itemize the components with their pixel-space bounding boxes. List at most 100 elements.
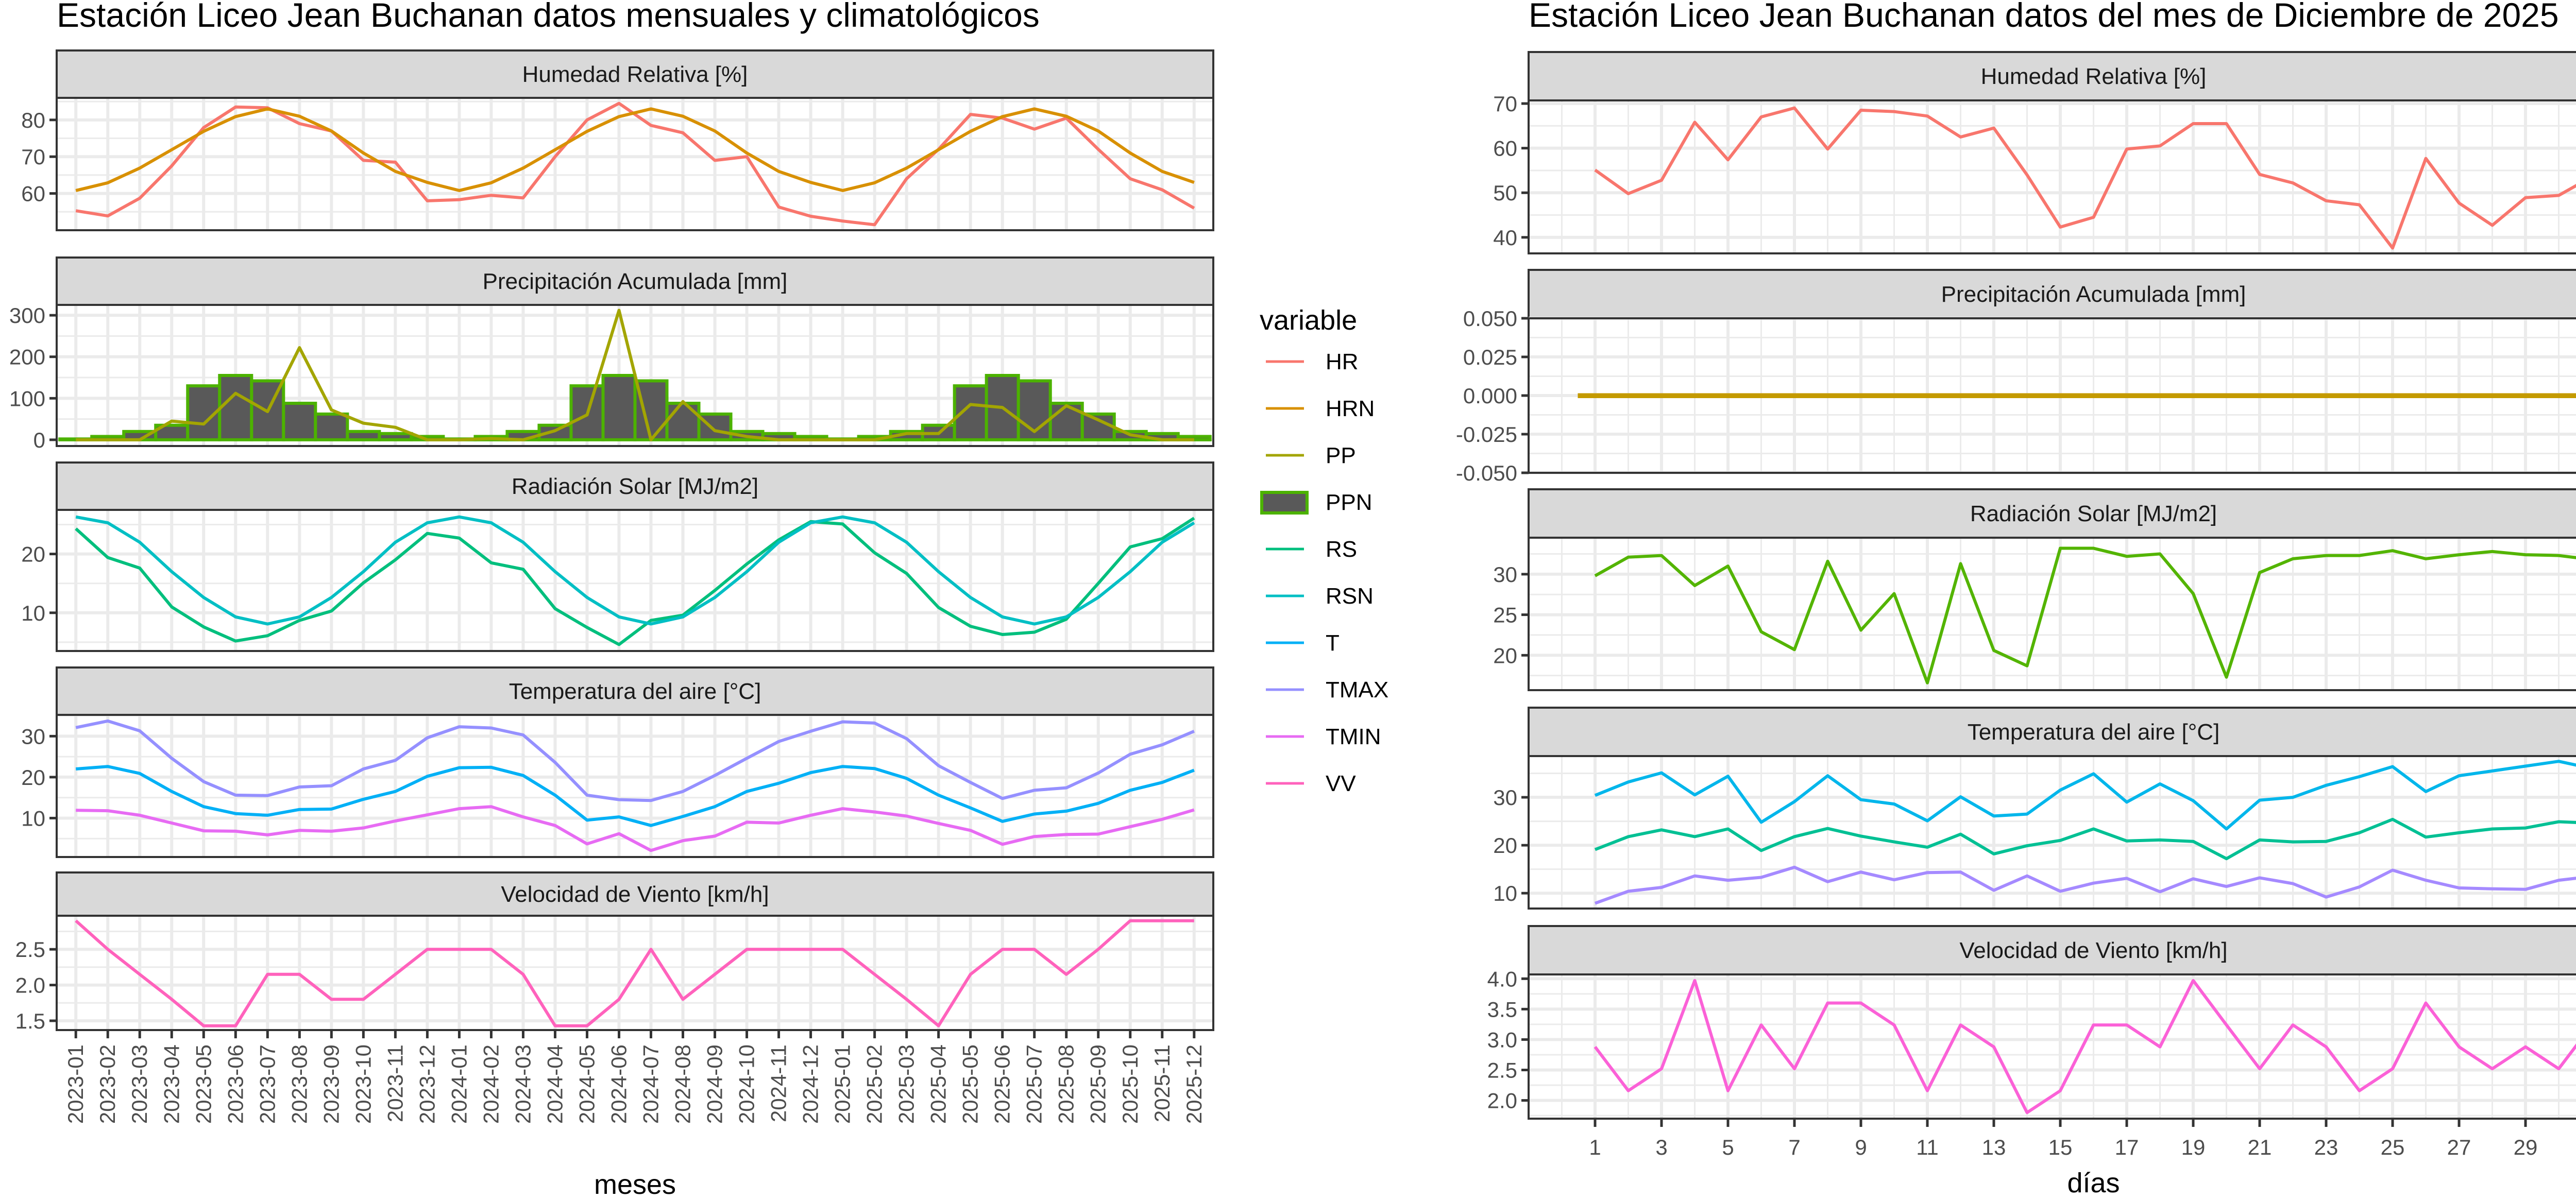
x-tick-label: 17 — [2115, 1135, 2139, 1159]
x-tick-label: 2023-04 — [159, 1044, 183, 1124]
y-tick-label: 20 — [1493, 643, 1517, 667]
x-tick-label: 2024-12 — [799, 1044, 823, 1124]
strip-background — [56, 256, 1214, 306]
x-tick-label: 2025-04 — [926, 1044, 951, 1124]
x-tick-label: 2023-10 — [351, 1044, 375, 1124]
legend-title: variable — [1260, 305, 1357, 336]
x-tick-label: 11 — [1916, 1135, 1939, 1159]
bar-ppn — [1048, 401, 1084, 441]
bar-ppn — [314, 412, 349, 441]
panel-radiaci-n-solar-mj-m2: Radiación Solar [MJ/m2] 20 25 30 — [1493, 488, 2576, 691]
x-tick-label: 2023-01 — [63, 1044, 88, 1124]
x-tick-label: 27 — [2447, 1135, 2471, 1159]
legend-label-rs: RS — [1326, 537, 1357, 562]
bar-ppn — [378, 432, 413, 441]
panel-humedad-relativa: Humedad Relativa [%] 40 50 60 70 — [1493, 51, 2576, 254]
legend: variable HR HRN PP PPN RS RSN T TMAX TMIN VV — [1260, 305, 1388, 796]
y-tick-label: 30 — [21, 724, 45, 748]
x-tick-label: 2023-07 — [255, 1044, 279, 1124]
y-tick-label: 2.0 — [15, 973, 45, 998]
series-line-vv — [75, 919, 1194, 1027]
x-tick-label: 2023-06 — [223, 1044, 247, 1124]
y-tick-label: 1.5 — [15, 1009, 45, 1033]
x-tick-label: 2024-09 — [703, 1044, 727, 1124]
panel-temperatura-del-aire-c: Temperatura del aire [°C] 10 20 30 — [21, 666, 1214, 858]
series-line-tmax — [1594, 760, 2576, 831]
x-tick-label: 2025-10 — [1118, 1044, 1142, 1124]
plot-background — [1529, 756, 2576, 909]
y-tick-label: 80 — [21, 108, 45, 132]
y-tick-label: 100 — [9, 386, 45, 410]
y-tick-label: 0.000 — [1463, 384, 1517, 408]
panel-border — [56, 915, 1214, 1031]
x-tick-label: 2025-05 — [958, 1044, 982, 1124]
x-tick-label: 1 — [1589, 1135, 1601, 1159]
x-tick-label: 2024-05 — [574, 1044, 599, 1124]
strip-label: Velocidad de Viento [km/h] — [501, 882, 769, 907]
panel-temperatura-del-aire-c: Temperatura del aire [°C] 10 20 30 — [1493, 707, 2576, 910]
x-tick-label: 2025-11 — [1150, 1044, 1174, 1122]
panel-precipitaci-n-acumulada-mm: Precipitación Acumulada [mm] 0 100 200 300 — [9, 256, 1214, 452]
strip-label: Precipitación Acumulada [mm] — [1941, 282, 2246, 307]
x-tick-label: 21 — [2248, 1135, 2272, 1159]
panel-border — [56, 97, 1214, 231]
strip-label: Temperatura del aire [°C] — [509, 679, 761, 704]
legend-key-ppn — [1260, 491, 1309, 515]
x-tick-label: 2024-10 — [735, 1044, 759, 1124]
x-tick-label: 25 — [2381, 1135, 2405, 1159]
x-tick-label: 2023-09 — [319, 1044, 343, 1124]
strip-background — [56, 461, 1214, 511]
legend-label-vv: VV — [1326, 771, 1356, 796]
x-tick-label: 2025-08 — [1054, 1044, 1078, 1124]
x-tick-label: 2024-07 — [639, 1044, 663, 1124]
bar-ppn — [665, 401, 701, 441]
x-tick-label: 7 — [1788, 1135, 1800, 1159]
legend-label-hr: HR — [1326, 349, 1359, 374]
right-chart-title: Estación Liceo Jean Buchanan datos del m… — [1529, 0, 2559, 34]
panel-humedad-relativa: Humedad Relativa [%] 60 70 80 — [21, 49, 1214, 231]
daily-chart: Humedad Relativa [%] 40 50 60 70 Precipitació… — [1456, 51, 2576, 1198]
x-tick-label: 19 — [2181, 1135, 2206, 1159]
panel-border — [1528, 973, 2576, 1120]
legend-label-rsn: RSN — [1326, 584, 1374, 609]
series-line-rsn — [75, 515, 1195, 626]
x-tick-label: 9 — [1855, 1135, 1867, 1159]
series-line-tmin — [1594, 865, 2576, 905]
y-tick-label: 30 — [1493, 562, 1517, 587]
strip-label: Radiación Solar [MJ/m2] — [1970, 501, 2217, 526]
x-tick-label: 2023-12 — [415, 1044, 439, 1124]
x-tick-label: 2024-01 — [447, 1044, 471, 1124]
x-tick-label: 2024-04 — [543, 1044, 567, 1124]
y-tick-label: 40 — [1493, 226, 1517, 250]
strip-label: Radiación Solar [MJ/m2] — [512, 474, 758, 499]
panel-border — [56, 509, 1214, 652]
strip-background — [56, 666, 1214, 716]
y-tick-label: -0.025 — [1456, 422, 1517, 447]
x-tick-label: 29 — [2514, 1135, 2538, 1159]
x-tick-label: 2025-03 — [894, 1044, 919, 1124]
y-tick-label: 60 — [1493, 136, 1517, 161]
x-tick-label: 2025-01 — [831, 1044, 855, 1124]
x-tick-label: 2023-11 — [383, 1044, 407, 1122]
strip-background — [1528, 707, 2576, 757]
y-tick-label: 10 — [21, 601, 45, 625]
x-tick-label: 3 — [1655, 1135, 1667, 1159]
legend-label-pp: PP — [1326, 443, 1356, 468]
x-tick-label: 2025-12 — [1182, 1044, 1206, 1124]
y-tick-label: 10 — [21, 806, 45, 830]
bar-ppn — [218, 374, 253, 441]
panel-border — [56, 304, 1214, 447]
panel-velocidad-de-viento-km-h: Velocidad de Viento [km/h] 1.5 2.0 2.5 — [15, 871, 1214, 1033]
y-tick-label: 70 — [1493, 92, 1517, 116]
bar-ppn — [346, 430, 381, 441]
y-tick-label: 0.050 — [1463, 306, 1517, 331]
strip-background — [1528, 488, 2576, 539]
y-tick-label: 2.0 — [1487, 1089, 1517, 1113]
y-tick-label: 0 — [33, 428, 45, 452]
legend-label-tmax: TMAX — [1326, 677, 1388, 703]
panel-border — [56, 714, 1214, 858]
panel-border — [1528, 755, 2576, 910]
y-tick-label: 30 — [1493, 785, 1517, 810]
x-tick-label: 2023-05 — [191, 1044, 215, 1124]
